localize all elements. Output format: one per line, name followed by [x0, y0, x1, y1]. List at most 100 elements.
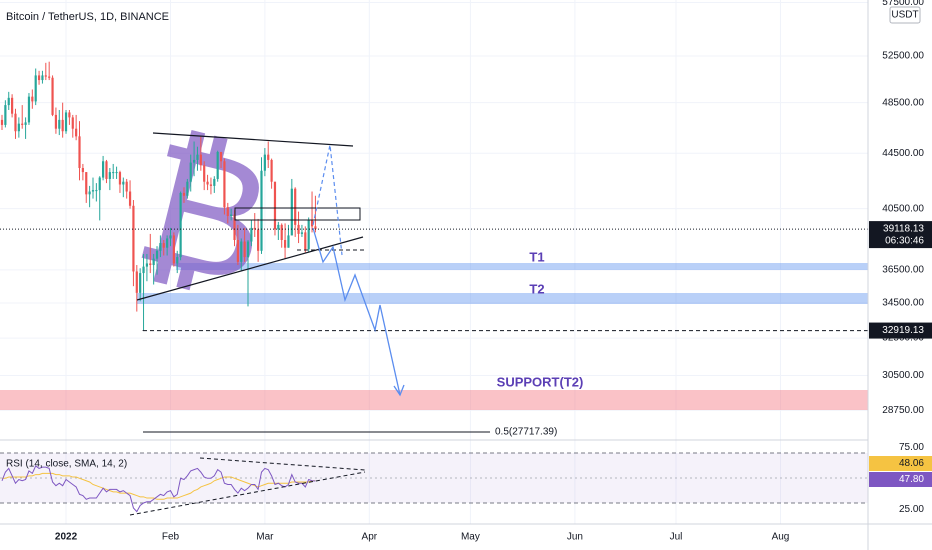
- candle-body: [253, 227, 256, 230]
- x-tick-label: Mar: [256, 532, 274, 543]
- candle-body: [155, 250, 159, 259]
- target-zone: [137, 293, 868, 304]
- x-tick-label: Apr: [362, 532, 378, 543]
- candle-body: [257, 229, 260, 251]
- candle-body: [51, 77, 54, 115]
- value-badge: [869, 456, 932, 471]
- candle-body: [287, 235, 290, 248]
- y-tick-label: 48500.00: [882, 97, 924, 108]
- currency: USDT: [891, 10, 918, 21]
- y-tick-label: 40500.00: [882, 203, 924, 214]
- y-tick-label: 36500.00: [882, 264, 924, 275]
- rsi: [1, 465, 316, 513]
- candle-body: [196, 154, 199, 160]
- x-tick-label: 2022: [55, 532, 78, 543]
- support-zone: [0, 390, 868, 410]
- last-price: 39118.13: [883, 224, 924, 235]
- candle-body: [199, 154, 202, 166]
- y-tick-label: 75.00: [899, 442, 924, 453]
- arrow-head: [393, 384, 405, 397]
- range-box: [234, 207, 361, 221]
- rsi-line: [2, 472, 316, 500]
- candle-body: [139, 273, 142, 293]
- trend-line: [152, 132, 354, 147]
- candle-body: [31, 96, 34, 102]
- candle-body: [142, 266, 145, 274]
- candle-body: [7, 97, 10, 106]
- candle-body: [314, 226, 317, 230]
- candle-body: [290, 188, 293, 236]
- candle-body: [118, 172, 122, 185]
- y-tick-label: 44500.00: [882, 148, 924, 159]
- x-tick-label: Feb: [162, 532, 180, 543]
- x-tick-label: Jun: [567, 532, 583, 543]
- candle-body: [233, 214, 236, 240]
- target-zone: [176, 263, 868, 270]
- candles: [0, 61, 868, 332]
- candle-body: [179, 192, 182, 258]
- candle-body: [230, 214, 233, 216]
- candle-body: [226, 207, 229, 216]
- candle-body: [68, 112, 71, 118]
- candle-body: [236, 239, 239, 262]
- candle-body: [98, 177, 101, 191]
- candle-body: [246, 241, 250, 258]
- candle-body: [209, 184, 213, 186]
- candle-body: [307, 220, 310, 250]
- candle-body: [64, 112, 68, 132]
- currency-badge[interactable]: [889, 6, 921, 24]
- candle-body: [11, 97, 14, 114]
- candle-body: [58, 119, 61, 129]
- candle-body: [135, 271, 138, 293]
- fib-label: 0.5(27717.39): [495, 427, 557, 438]
- candle-body: [223, 161, 226, 208]
- projection-path: [312, 227, 401, 396]
- x-tick-label: Aug: [772, 532, 790, 543]
- candle-body: [294, 188, 297, 225]
- candle-body: [34, 75, 37, 102]
- y-tick-label: 52500.00: [882, 51, 924, 62]
- candle-body: [297, 224, 300, 234]
- candle-body: [71, 117, 74, 129]
- candle-body: [125, 181, 128, 192]
- countdown: 06:30:46: [885, 236, 924, 247]
- candle-body: [112, 172, 115, 174]
- candle-body: [108, 172, 111, 179]
- candle-body: [300, 232, 304, 234]
- candle-body: [216, 151, 219, 179]
- x-tick-label: May: [461, 532, 480, 543]
- axis-labels: 57500.00 52500.00 48500.00 44500.00 40500.00…: [55, 0, 932, 543]
- sma-value: 48.06: [899, 458, 924, 469]
- candle-body: [41, 75, 44, 81]
- candle-body: [166, 238, 169, 248]
- candle-body: [0, 119, 4, 125]
- trend-line: [136, 236, 364, 301]
- projection-path: [312, 144, 343, 256]
- candle-body: [280, 224, 283, 240]
- indicator-title: RSI (14, close, SMA, 14, 2): [6, 459, 127, 470]
- candle-body: [189, 162, 192, 182]
- candle-body: [122, 181, 125, 185]
- y-tick-label: 30500.00: [882, 370, 924, 381]
- candle-body: [283, 239, 287, 248]
- candle-body: [105, 161, 108, 179]
- candle-body: [24, 122, 27, 125]
- candle-body: [14, 113, 17, 132]
- candle-body: [260, 170, 263, 251]
- candle-body: [17, 123, 20, 132]
- candle-body: [219, 151, 223, 162]
- candle-body: [44, 75, 47, 77]
- candle-body: [213, 178, 216, 186]
- candle-body: [182, 192, 186, 196]
- candle-body: [128, 191, 132, 206]
- candle-body: [115, 172, 118, 174]
- candle-body: [243, 241, 246, 258]
- target-label: T1: [529, 249, 544, 264]
- candle-body: [91, 190, 95, 192]
- chart-title: Bitcoin / TetherUS, 1D, BINANCE: [6, 11, 169, 23]
- support-label: SUPPORT(T2): [497, 374, 584, 389]
- candle-body: [48, 76, 51, 78]
- candle-body: [172, 235, 175, 264]
